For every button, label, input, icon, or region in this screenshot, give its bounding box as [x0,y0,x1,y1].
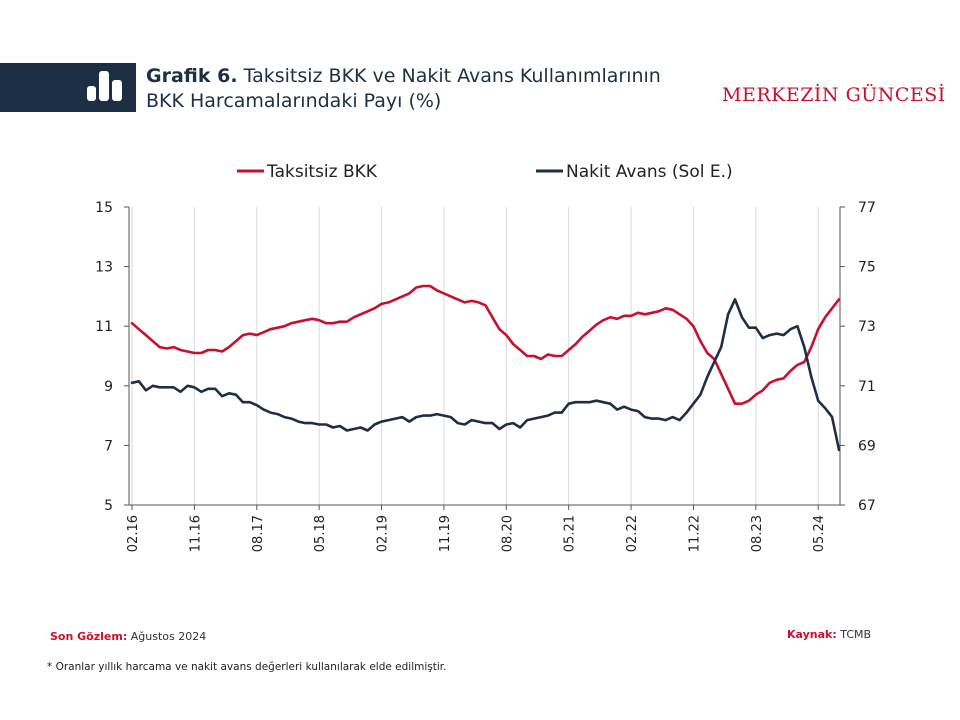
legend-label-2: Nakit Avans (Sol E.) [566,162,733,182]
line-chart: 02.16 11.16 08.17 05.18 02.19 11.19 08.20 05.21… [95,162,876,552]
x-tick-label: 02.22 [625,515,640,552]
x-tick-label: 08.23 [750,515,765,552]
y-right-tick-label: 71 [858,379,876,395]
legend-label-1: Taksitsiz BKK [266,162,378,182]
x-tick-label: 02.16 [126,515,141,552]
x-tick-label: 05.21 [563,515,578,552]
chart-title: Grafik 6. Taksitsiz BKK ve Nakit Avans K… [146,64,706,114]
header-logo-block [0,63,136,112]
brand-logo: MERKEZİN GÜNCESİ [722,84,946,106]
y-left-tick-label: 5 [104,498,113,514]
y-right-tick-label: 67 [858,498,876,514]
y-right-tick-label: 77 [858,200,876,216]
series-line-2 [130,298,841,452]
last-observation-value: Ağustos 2024 [130,630,207,643]
y-left-tick-label: 15 [95,200,113,216]
x-tick-label: 11.19 [438,515,453,552]
series-line-1 [130,284,841,406]
y-right-tick-label: 69 [858,438,876,454]
y-right-tick-label: 75 [858,260,876,276]
last-observation: Son Gözlem: Ağustos 2024 [50,630,206,643]
bar-chart-icon [87,71,122,101]
x-tick-label: 05.18 [313,515,328,552]
x-tick-label: 08.17 [251,515,266,552]
x-tick-label: 08.20 [500,515,515,552]
last-observation-label: Son Gözlem: [50,630,128,643]
x-tick-label: 11.22 [687,515,702,552]
title-bold: Grafik 6. [146,65,238,87]
y-left-tick-label: 13 [95,260,113,276]
title-line2: BKK Harcamalarındaki Payı (%) [146,90,442,112]
x-tick-label: 05.24 [812,515,827,552]
title-line1: Taksitsiz BKK ve Nakit Avans Kullanımlar… [243,65,661,87]
x-tick-label: 11.16 [188,515,203,552]
y-left-tick-label: 11 [95,319,113,335]
source-value: TCMB [840,628,872,641]
footnote: * Oranlar yıllık harcama ve nakit avans … [47,661,447,673]
x-tick-label: 02.19 [376,515,391,552]
source: Kaynak: TCMB [787,628,871,641]
y-right-tick-label: 73 [858,319,876,335]
y-left-tick-label: 7 [104,438,113,454]
source-label: Kaynak: [787,628,837,641]
y-left-tick-label: 9 [104,379,113,395]
